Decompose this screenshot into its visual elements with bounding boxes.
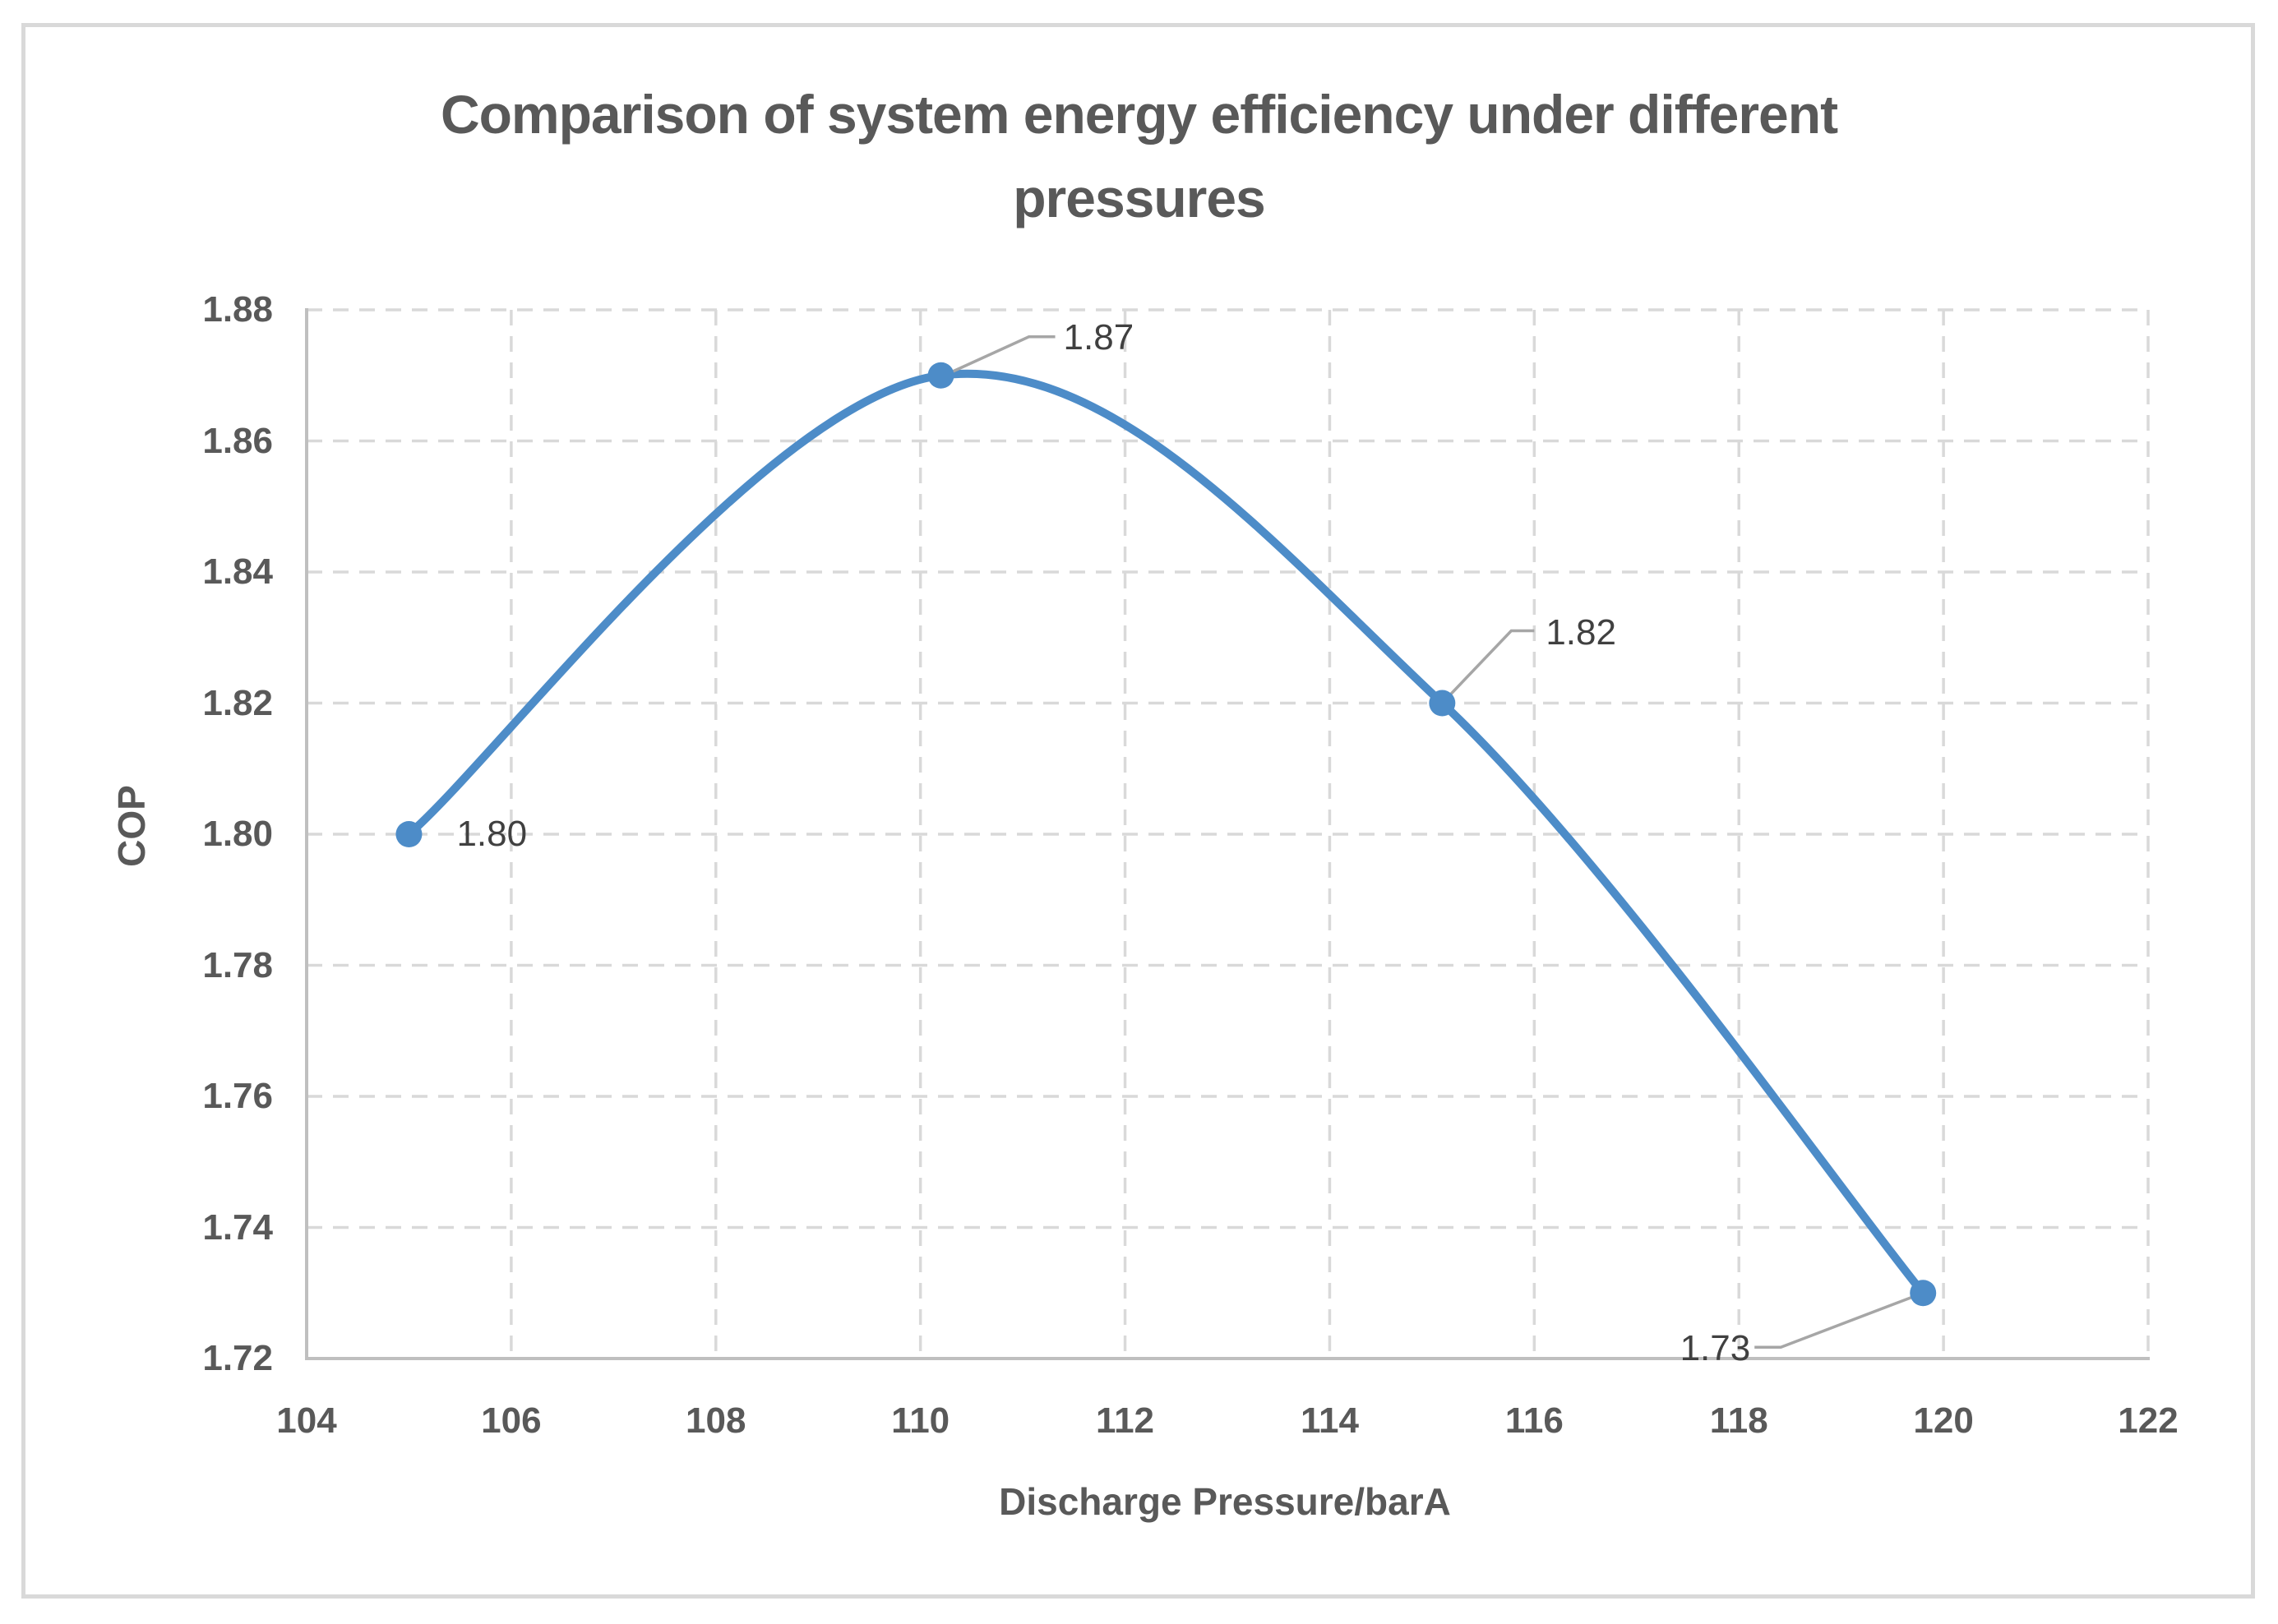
data-point-label: 1.73 (1680, 1328, 1751, 1369)
data-point-marker (927, 362, 954, 389)
data-point-label: 1.80 (456, 814, 528, 854)
data-label-leader-line (943, 335, 1056, 377)
y-axis-tick-label: 1.78 (202, 944, 273, 985)
y-axis-tick-label: 1.76 (202, 1076, 273, 1116)
y-axis-tick-label: 1.84 (202, 551, 273, 592)
chart-title: Comparison of system energy efficiency u… (0, 72, 2278, 240)
y-axis-tick-label: 1.86 (202, 420, 273, 461)
chart-border-frame (21, 23, 2255, 1599)
data-point-marker (395, 821, 423, 847)
x-axis-tick-label: 104 (276, 1400, 337, 1441)
x-axis-tick-label: 120 (1913, 1400, 1974, 1441)
x-axis-title: Discharge Pressure/barA (999, 1480, 1451, 1523)
data-point-marker (1910, 1280, 1937, 1307)
x-axis-tick-label: 110 (891, 1400, 950, 1441)
y-axis-tick-label: 1.72 (202, 1338, 273, 1378)
x-axis-tick-label: 114 (1300, 1400, 1359, 1441)
data-point-label: 1.82 (1546, 611, 1616, 653)
chart-title-text: Comparison of system energy efficiency u… (440, 84, 1838, 228)
data-label-leader-line (1441, 629, 1535, 704)
data-label-leader-line (1754, 1291, 1924, 1349)
x-axis-tick-label: 116 (1504, 1400, 1564, 1441)
y-axis-tick-label: 1.82 (202, 682, 273, 723)
y-axis-tick-label: 1.74 (202, 1206, 273, 1248)
y-axis-tick-label: 1.88 (202, 289, 273, 330)
x-axis-tick-label: 118 (1709, 1400, 1768, 1441)
x-axis-tick-label: 106 (481, 1400, 542, 1441)
series-line (404, 369, 1928, 1298)
data-point-marker (1429, 690, 1456, 717)
x-axis-tick-label: 112 (1096, 1400, 1155, 1441)
x-axis-tick-label: 108 (686, 1400, 746, 1441)
data-point-label: 1.87 (1063, 316, 1134, 358)
y-axis-tick-label: 1.80 (202, 814, 273, 854)
x-axis-tick-label: 122 (2118, 1400, 2179, 1441)
